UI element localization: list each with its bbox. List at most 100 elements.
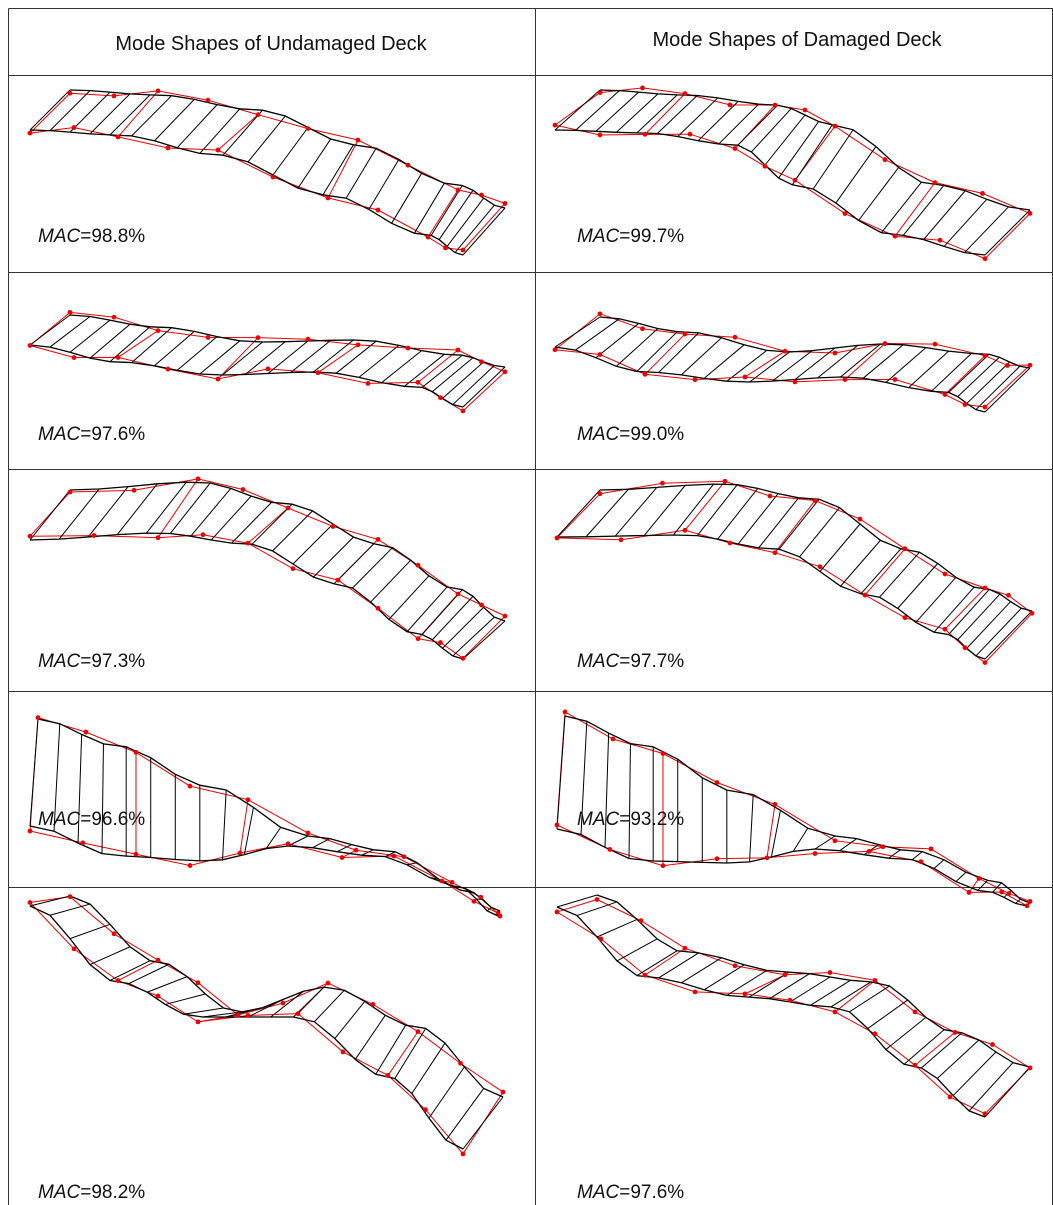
sensor-point — [867, 849, 872, 854]
measured-rib — [845, 344, 885, 380]
deck-rib — [429, 1067, 464, 1118]
sensor-point — [72, 355, 77, 360]
sensor-point — [919, 859, 924, 864]
deck-rib — [881, 182, 921, 232]
mac-label: MAC=96.6% — [38, 809, 145, 830]
sensor-point — [386, 1073, 391, 1078]
mode-shape-cell: MAC=97.3% — [28, 476, 508, 672]
sensor-point — [406, 163, 411, 168]
sensor-point — [416, 1029, 421, 1034]
deck-rib — [718, 488, 758, 539]
deck-rib — [934, 860, 944, 869]
sensor-point — [1028, 899, 1033, 904]
sensor-point — [881, 844, 886, 849]
measured-edge — [557, 530, 985, 662]
sensor-point — [68, 310, 73, 315]
sensor-point — [503, 369, 508, 374]
sensor-point — [28, 131, 33, 136]
sensor-point — [553, 347, 558, 352]
deck-rib — [815, 836, 835, 849]
deck-rib — [154, 99, 194, 140]
sensor-point — [783, 349, 788, 354]
column-header: Mode Shapes of Damaged Deck — [652, 29, 942, 51]
deck-rib — [704, 965, 744, 990]
deck-rib — [414, 183, 444, 233]
deck-rib — [200, 109, 240, 154]
sensor-point — [983, 586, 988, 591]
measured-rib — [645, 334, 685, 374]
deck-rib — [132, 328, 172, 363]
deck-rib — [659, 333, 699, 373]
measured-edge — [597, 900, 1030, 1068]
deck-rib — [376, 1025, 406, 1074]
sensor-point — [660, 481, 665, 486]
sensor-point — [241, 487, 246, 492]
deck-rib — [555, 90, 600, 130]
sensor-point — [456, 188, 461, 193]
deck-rib — [70, 92, 110, 132]
sensor-point — [1028, 363, 1033, 368]
sensor-point — [479, 359, 484, 364]
sensor-point — [733, 146, 738, 151]
sensor-point — [479, 193, 484, 198]
sensor-point — [426, 235, 431, 240]
deck-rib — [659, 953, 699, 978]
sensor-point — [933, 180, 938, 185]
sensor-point — [555, 823, 560, 828]
deck-rib — [334, 544, 374, 584]
sensor-point — [555, 910, 560, 915]
sensor-point — [723, 479, 728, 484]
deck-rib — [697, 485, 737, 536]
deck-rib — [738, 105, 778, 145]
sensor-point — [733, 335, 738, 340]
sensor-point — [948, 1095, 953, 1100]
sensor-point — [116, 978, 121, 983]
deck-rib — [110, 95, 150, 135]
mode-shape-cell: MAC=98.8% — [28, 89, 508, 255]
sensor-point — [643, 132, 648, 137]
sensor-point — [156, 328, 161, 333]
deck-rib — [443, 607, 484, 648]
sensor-point — [1006, 593, 1011, 598]
mac-name: MAC — [577, 1182, 620, 1203]
sensor-point — [461, 248, 466, 253]
measured-rib — [318, 345, 358, 373]
deck-edge — [70, 896, 503, 1097]
sensor-point — [266, 366, 271, 371]
measured-rib — [328, 140, 358, 198]
deck-rib — [447, 198, 484, 246]
sensor-point — [472, 899, 477, 904]
mac-name: MAC — [577, 226, 620, 247]
deck-rib — [463, 367, 505, 407]
sensor-point — [196, 476, 201, 481]
sensor-point — [728, 541, 733, 546]
deck-rib — [868, 1000, 908, 1029]
mode-shape-cell: MAC=97.7% — [555, 479, 1035, 672]
sensor-point — [833, 124, 838, 129]
mac-label: MAC=97.6% — [38, 424, 145, 445]
sensor-point — [999, 890, 1004, 895]
sensor-point — [893, 234, 898, 239]
deck-rib — [924, 191, 966, 240]
sensor-point — [331, 524, 336, 529]
sensor-point — [423, 1107, 428, 1112]
deck-rib — [840, 540, 880, 586]
mac-label: MAC=97.7% — [577, 651, 684, 672]
deck-rib — [813, 130, 853, 189]
deck-rib — [557, 490, 600, 537]
sensor-point — [640, 86, 645, 91]
sensor-point — [68, 894, 73, 899]
sensor-point — [598, 352, 603, 357]
sensor-point — [733, 963, 738, 968]
deck-rib — [371, 560, 411, 602]
sensor-point — [788, 998, 793, 1003]
measured-rib — [835, 980, 875, 1012]
sensor-point — [461, 656, 466, 661]
sensor-point — [156, 535, 161, 540]
sensor-point — [256, 112, 261, 117]
deck-rib — [165, 994, 205, 1004]
sensor-point — [376, 606, 381, 611]
deck-rib — [985, 1067, 1030, 1117]
sensor-point — [416, 563, 421, 568]
sensor-point — [688, 132, 693, 137]
